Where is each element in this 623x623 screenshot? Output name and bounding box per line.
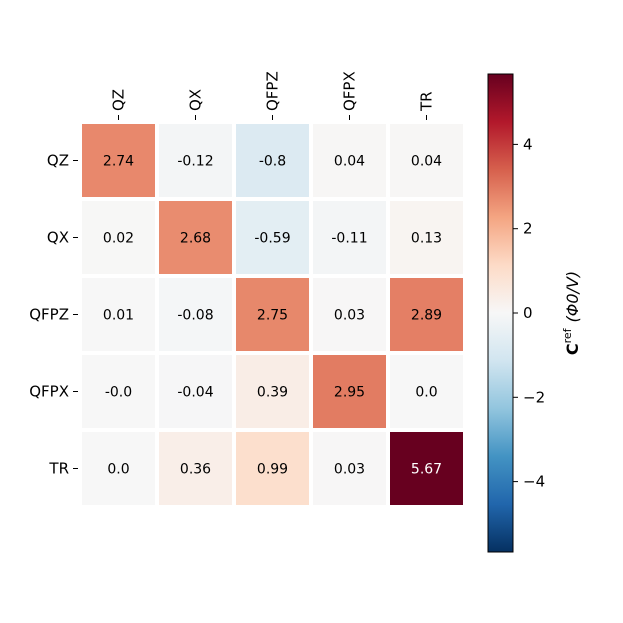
heatmap-cell <box>313 432 386 505</box>
heatmap-cell <box>82 355 155 428</box>
colorbar-tick-label: 4 <box>523 135 533 153</box>
colorbar-tick-label: −2 <box>523 388 545 406</box>
heatmap-cell <box>82 124 155 197</box>
heatmap-cell <box>390 278 463 351</box>
heatmap-cell <box>313 124 386 197</box>
cell-value-label: 0.39 <box>257 385 288 401</box>
cell-value-label: -0.12 <box>177 154 213 170</box>
heatmap-cell <box>390 432 463 505</box>
x-tick-label: QZ <box>110 89 128 111</box>
cell-value-label: 0.02 <box>103 231 134 247</box>
heatmap-cell <box>390 124 463 197</box>
heatmap-cell <box>390 201 463 274</box>
x-tick-label: QFPZ <box>264 71 282 111</box>
cell-value-label: 5.67 <box>411 462 442 478</box>
heatmap-cell <box>313 201 386 274</box>
heatmap-cell <box>159 432 232 505</box>
heatmap-cell <box>82 278 155 351</box>
y-tick-label: QFPZ <box>29 306 69 324</box>
cell-value-label: 0.0 <box>107 462 129 478</box>
cell-value-label: 0.04 <box>334 154 365 170</box>
cell-value-label: 0.03 <box>334 308 365 324</box>
heatmap-cell <box>313 355 386 428</box>
y-tick-label: TR <box>48 460 69 478</box>
cell-value-label: -0.0 <box>105 385 132 401</box>
y-axis-tick-labels: QZ QX QFPZ QFPX TR <box>29 152 78 478</box>
heatmap-cell <box>82 201 155 274</box>
heatmap-cell <box>159 124 232 197</box>
cell-value-label: 0.13 <box>411 231 442 247</box>
cell-value-label: 2.89 <box>411 308 442 324</box>
cell-value-label: 2.74 <box>103 154 134 170</box>
x-tick-label: TR <box>418 91 436 112</box>
cell-value-label: 0.36 <box>180 462 211 478</box>
cell-value-label: 2.95 <box>334 385 365 401</box>
cell-value-label: 0.04 <box>411 154 442 170</box>
cell-value-label: -0.08 <box>177 308 213 324</box>
y-tick-label: QFPX <box>29 383 69 401</box>
cell-value-label: 0.03 <box>334 462 365 478</box>
cell-value-label: -0.11 <box>331 231 367 247</box>
cell-value-label: 2.68 <box>180 231 211 247</box>
heatmap-cell <box>390 355 463 428</box>
heatmap-cell <box>236 278 309 351</box>
heatmap-cell <box>236 432 309 505</box>
heatmap-cell <box>236 124 309 197</box>
cell-value-label: 0.0 <box>415 385 437 401</box>
colorbar-tick-label: 2 <box>523 220 533 238</box>
cell-value-label: 0.99 <box>257 462 288 478</box>
heatmap-cell <box>82 432 155 505</box>
heatmap-cells: 2.74 -0.12 -0.8 0.04 0.04 0.02 2.68 -0.59 -0.11 0… <box>82 124 463 505</box>
colorbar-tick-label: 0 <box>523 304 533 322</box>
colorbar-tick-label: −4 <box>523 473 545 491</box>
cell-value-label: -0.8 <box>259 154 286 170</box>
y-tick-label: QX <box>47 229 69 247</box>
heatmap-cell <box>236 355 309 428</box>
heatmap-cell <box>159 278 232 351</box>
colorbar-label: Cref(Φ0/V) <box>561 271 582 355</box>
colorbar-gradient <box>487 73 514 553</box>
y-tick-label: QZ <box>47 152 69 170</box>
heatmap-cell <box>313 278 386 351</box>
colorbar: 4 2 0 −2 −4 Cref(Φ0/V) <box>487 73 582 553</box>
cell-value-label: -0.59 <box>254 231 290 247</box>
heatmap-cell <box>159 355 232 428</box>
heatmap-cell <box>159 201 232 274</box>
cell-value-label: 2.75 <box>257 308 288 324</box>
x-axis-tick-labels: QZ QX QFPZ QFPX TR <box>110 71 436 120</box>
cell-value-label: -0.04 <box>177 385 213 401</box>
heatmap-cell <box>236 201 309 274</box>
x-tick-label: QFPX <box>341 71 359 111</box>
x-tick-label: QX <box>187 89 205 111</box>
cell-value-label: 0.01 <box>103 308 134 324</box>
